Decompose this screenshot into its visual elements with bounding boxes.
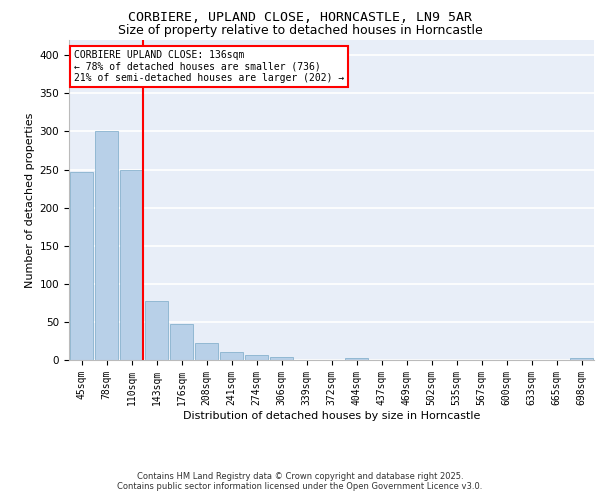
Bar [95,132,118,360]
Text: Contains HM Land Registry data © Crown copyright and database right 2025.
Contai: Contains HM Land Registry data © Crown c… [118,472,482,491]
Bar [270,357,293,360]
Bar [345,358,368,360]
Bar [170,324,193,360]
Bar [145,302,168,360]
Bar [245,354,268,360]
Bar [120,170,143,360]
Text: CORBIERE UPLAND CLOSE: 136sqm
← 78% of detached houses are smaller (736)
21% of : CORBIERE UPLAND CLOSE: 136sqm ← 78% of d… [74,50,344,83]
Text: Size of property relative to detached houses in Horncastle: Size of property relative to detached ho… [118,24,482,37]
Bar [195,343,218,360]
Y-axis label: Number of detached properties: Number of detached properties [25,112,35,288]
Bar [70,172,93,360]
Bar [570,358,593,360]
X-axis label: Distribution of detached houses by size in Horncastle: Distribution of detached houses by size … [183,410,480,420]
Text: CORBIERE, UPLAND CLOSE, HORNCASTLE, LN9 5AR: CORBIERE, UPLAND CLOSE, HORNCASTLE, LN9 … [128,11,472,24]
Bar [220,352,243,360]
